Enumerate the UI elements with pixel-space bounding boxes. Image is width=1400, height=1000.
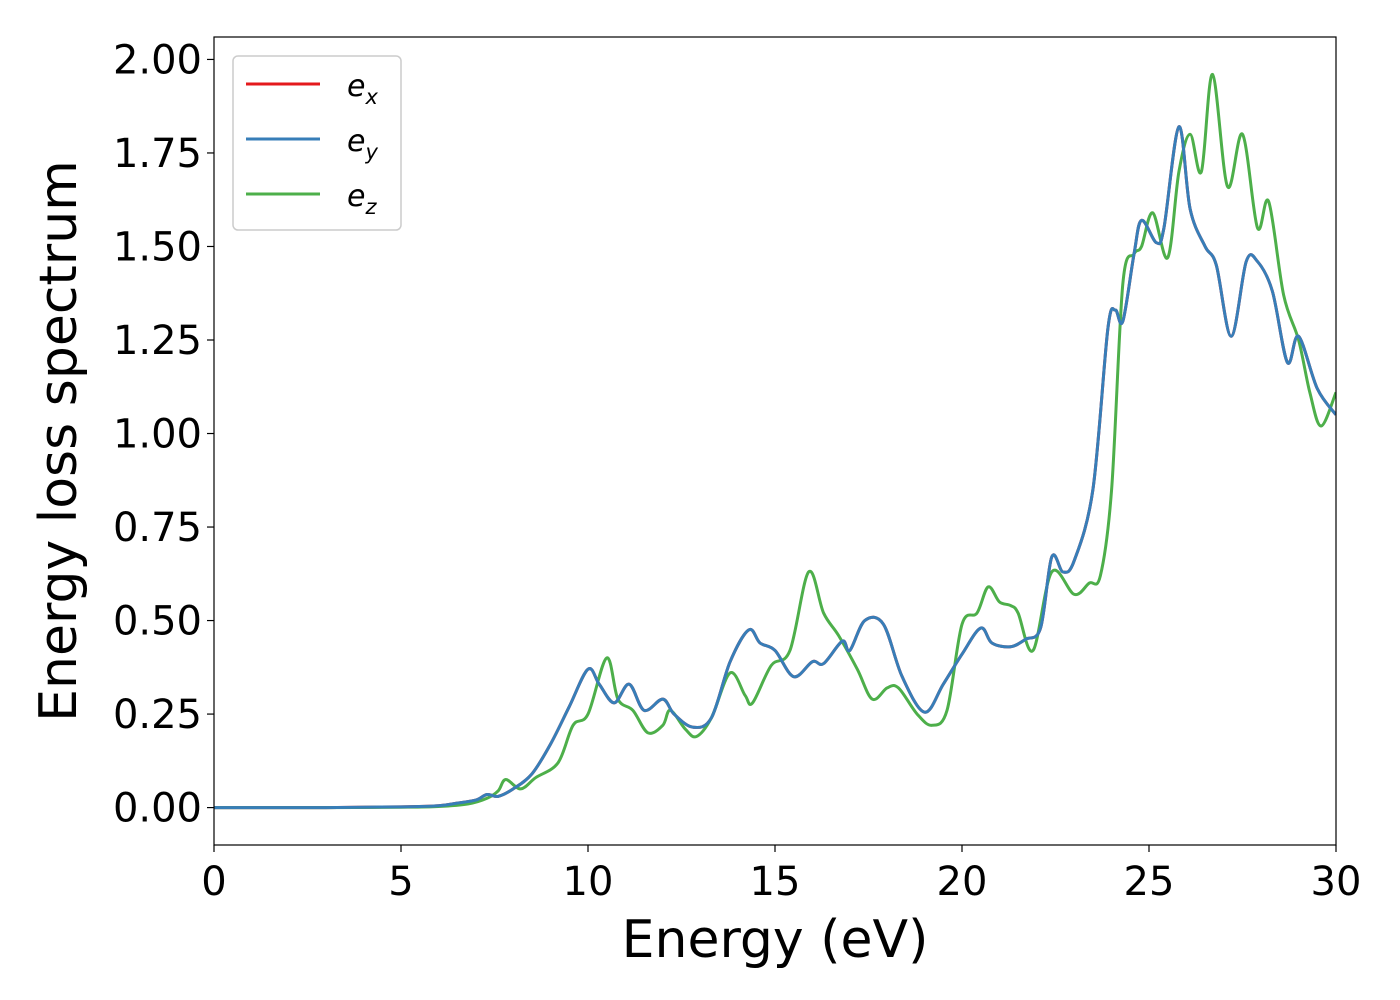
series-line-ez xyxy=(214,72,1336,810)
series-line-ey xyxy=(214,125,1336,810)
y-tick-label: 0.00 xyxy=(113,786,202,832)
x-axis-label: Energy (eV) xyxy=(622,910,929,970)
y-axis-label: Energy loss spectrum xyxy=(29,160,89,722)
y-tick-label: 1.50 xyxy=(113,224,202,270)
y-tick-label: 0.50 xyxy=(113,599,202,645)
legend-label-ey: ey xyxy=(347,124,378,164)
x-tick-label: 10 xyxy=(563,859,614,905)
x-tick-label: 0 xyxy=(201,859,226,905)
x-tick-label: 30 xyxy=(1311,859,1362,905)
y-tick-label: 2.00 xyxy=(113,37,202,83)
x-tick-label: 25 xyxy=(1124,859,1175,905)
y-tick-label: 1.25 xyxy=(113,318,202,364)
legend-box xyxy=(232,55,402,231)
y-tick-label: 0.25 xyxy=(113,692,202,738)
y-tick-label: 0.75 xyxy=(113,505,202,551)
series-layer xyxy=(214,72,1336,810)
y-axis: 0.00 0.25 0.50 0.75 1.00 1.25 1.50 1.75 2.00 xyxy=(113,37,214,832)
y-tick-label: 1.00 xyxy=(113,412,202,458)
x-tick-label: 5 xyxy=(388,859,413,905)
x-tick-label: 15 xyxy=(750,859,801,905)
x-tick-label: 20 xyxy=(937,859,988,905)
y-tick-label: 1.75 xyxy=(113,131,202,177)
x-axis: 0 5 10 15 20 25 30 xyxy=(201,845,1361,905)
